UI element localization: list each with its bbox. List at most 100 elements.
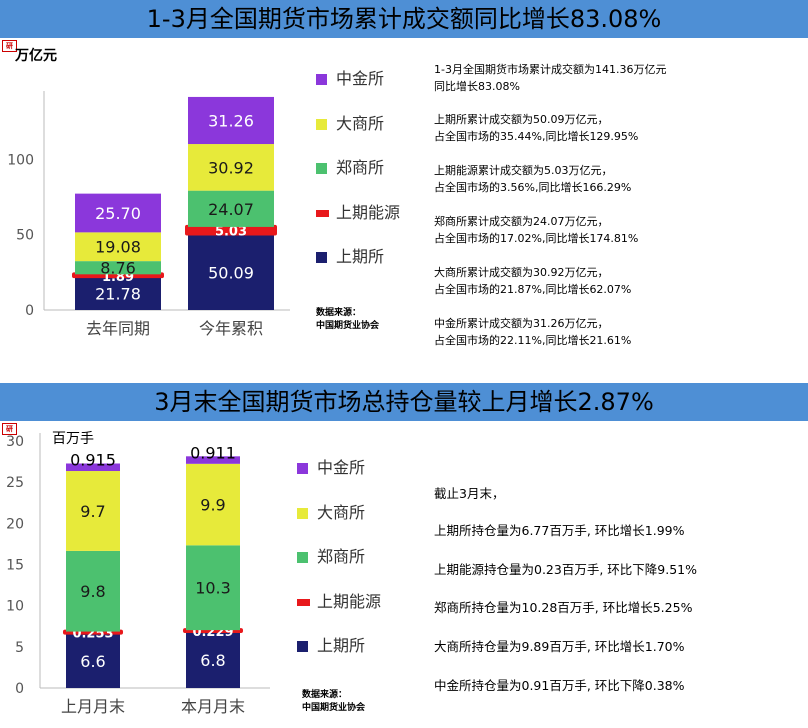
legend-label: 郑商所 bbox=[336, 158, 385, 177]
legend-label: 中金所 bbox=[336, 69, 385, 88]
note-total: 1-3月全国期货市场累计成交额为141.36万亿元 同比增长83.08% bbox=[434, 61, 666, 95]
legend-label: 大商所 bbox=[317, 503, 366, 522]
y-tick-label: 0 bbox=[25, 303, 34, 319]
legend-label: 上期能源 bbox=[317, 592, 382, 611]
trading-volume-panel: 1-3月全国期货市场累计成交额同比增长83.08% 研 万亿元 0 50 100 21… bbox=[0, 0, 808, 349]
legend-label: 上期能源 bbox=[336, 203, 401, 222]
bar-segment bbox=[66, 633, 120, 688]
note-czce: 郑商所累计成交额为24.07万亿元， 占全国市场的17.02%,同比增长174.… bbox=[434, 213, 638, 247]
bar-segment bbox=[186, 456, 240, 464]
data-label: 6.6 bbox=[80, 652, 105, 671]
logo-icon: 研 bbox=[2, 40, 17, 52]
note-ine: 上期能源累计成交额为5.03万亿元， 占全国市场的3.56%,同比增长166.2… bbox=[434, 162, 631, 196]
note-line: 上期能源累计成交额为5.03万亿元， bbox=[434, 164, 613, 177]
bar-segment bbox=[75, 261, 161, 275]
legend-swatch bbox=[316, 163, 327, 174]
data-label: 24.07 bbox=[208, 200, 254, 219]
note-dce: 大商所持仓量为9.89百万手, 环比增长1.70% bbox=[434, 639, 685, 654]
note-shfe: 上期所持仓量为6.77百万手, 环比增长1.99% bbox=[434, 523, 685, 538]
data-label: 8.76 bbox=[100, 259, 136, 278]
data-label: 21.78 bbox=[95, 285, 141, 304]
y-tick-label: 0 bbox=[15, 681, 24, 697]
open-interest-chart: 0510152025306.60.2539.89.70.915上月月末6.80.… bbox=[6, 433, 270, 716]
data-label: 9.7 bbox=[80, 502, 105, 521]
y-tick-label: 30 bbox=[6, 434, 24, 450]
legend-swatch bbox=[297, 552, 308, 563]
y-axis-unit: 百万手 bbox=[52, 431, 94, 447]
y-tick-label: 25 bbox=[6, 475, 24, 491]
note-line: 占全国市场的22.11%,同比增长21.61% bbox=[434, 334, 632, 347]
bar-segment bbox=[188, 190, 274, 227]
legend-swatch bbox=[316, 210, 329, 217]
note-line: 占全国市场的17.02%,同比增长174.81% bbox=[434, 232, 639, 245]
note-ine: 上期能源持仓量为0.23百万手, 环比下降9.51% bbox=[434, 562, 697, 577]
open-interest-panel: 3月末全国期货市场总持仓量较上月增长2.87% 研 百万手 0 5 10 15 20 25… bbox=[0, 383, 808, 728]
source-name: 中国期货业协会 bbox=[316, 321, 380, 331]
note-line: 占全国市场的21.87%,同比增长62.07% bbox=[434, 283, 632, 296]
y-tick-label: 10 bbox=[6, 599, 24, 615]
legend-swatch bbox=[297, 508, 308, 519]
bar-segment bbox=[75, 193, 161, 233]
data-label: 31.26 bbox=[208, 111, 254, 130]
bar-segment bbox=[185, 224, 277, 236]
legend-label: 上期所 bbox=[336, 247, 385, 266]
bar-segment bbox=[66, 463, 120, 472]
data-label: 25.70 bbox=[95, 204, 141, 223]
note-line: 郑商所累计成交额为24.07万亿元， bbox=[434, 215, 609, 228]
data-label: 0.911 bbox=[190, 443, 236, 462]
data-label: 50.09 bbox=[208, 263, 254, 282]
legend-swatch bbox=[297, 599, 310, 606]
bar-segment bbox=[75, 277, 161, 310]
source-name: 中国期货业协会 bbox=[302, 703, 366, 713]
legend-swatch bbox=[316, 252, 327, 263]
note-line: 1-3月全国期货市场累计成交额为141.36万亿元 bbox=[434, 63, 667, 76]
bar-segment bbox=[188, 234, 274, 310]
note-line: 大商所累计成交额为30.92万亿元， bbox=[434, 266, 609, 279]
data-label: 9.9 bbox=[200, 496, 225, 515]
x-tick-label: 今年累积 bbox=[199, 319, 263, 338]
data-label: 30.92 bbox=[208, 158, 254, 177]
note-line: 占全国市场的35.44%,同比增长129.95% bbox=[434, 130, 639, 143]
data-source: 数据来源： 中国期货业协会 bbox=[316, 307, 379, 333]
page-title: 3月末全国期货市场总持仓量较上月增长2.87% bbox=[0, 383, 808, 421]
x-tick-label: 去年同期 bbox=[86, 319, 150, 338]
trading-volume-chart: 05010021.781.898.7619.0825.70去年同期50.095.… bbox=[7, 91, 290, 338]
bar-segment bbox=[186, 463, 240, 546]
x-tick-label: 本月月末 bbox=[181, 697, 245, 716]
legend-label: 郑商所 bbox=[317, 547, 366, 566]
x-tick-label: 上月月末 bbox=[61, 697, 125, 716]
legend-label: 大商所 bbox=[336, 114, 385, 133]
data-label: 9.8 bbox=[80, 582, 105, 601]
legend-swatch bbox=[316, 74, 327, 85]
y-tick-label: 5 bbox=[15, 640, 24, 656]
bar-segment bbox=[188, 96, 274, 145]
legend-label: 中金所 bbox=[317, 458, 366, 477]
note-czce: 郑商所持仓量为10.28百万手, 环比增长5.25% bbox=[434, 600, 693, 615]
logo-icon: 研 bbox=[2, 423, 17, 435]
note-line: 同比增长83.08% bbox=[434, 80, 520, 93]
note-line: 上期所累计成交额为50.09万亿元， bbox=[434, 113, 609, 126]
note-cffex: 中金所累计成交额为31.26万亿元， 占全国市场的22.11%,同比增长21.6… bbox=[434, 315, 631, 349]
data-label: 0.915 bbox=[70, 450, 116, 469]
source-label: 数据来源： bbox=[302, 690, 348, 700]
data-label: 5.03 bbox=[215, 225, 247, 240]
page-title: 1-3月全国期货市场累计成交额同比增长83.08% bbox=[0, 0, 808, 38]
note-heading: 截止3月末， bbox=[434, 486, 505, 501]
source-label: 数据来源： bbox=[316, 308, 362, 318]
legend-label: 上期所 bbox=[317, 636, 366, 655]
bar-segment bbox=[186, 545, 240, 631]
note-cffex: 中金所持仓量为0.91百万手, 环比下降0.38% bbox=[434, 678, 685, 693]
note-line: 中金所累计成交额为31.26万亿元， bbox=[434, 317, 609, 330]
bar-segment bbox=[188, 144, 274, 191]
bar-segment bbox=[75, 232, 161, 262]
legend-swatch bbox=[297, 641, 308, 652]
bar-segment bbox=[186, 632, 240, 688]
y-tick-label: 100 bbox=[7, 152, 34, 168]
note-line: 占全国市场的3.56%,同比增长166.29% bbox=[434, 181, 632, 194]
note-dce: 大商所累计成交额为30.92万亿元， 占全国市场的21.87%,同比增长62.0… bbox=[434, 264, 631, 298]
bar-segment bbox=[66, 471, 120, 551]
y-axis-unit: 万亿元 bbox=[15, 48, 57, 64]
legend-swatch bbox=[297, 463, 308, 474]
note-shfe: 上期所累计成交额为50.09万亿元， 占全国市场的35.44%,同比增长129.… bbox=[434, 111, 638, 145]
y-tick-label: 20 bbox=[6, 516, 24, 532]
